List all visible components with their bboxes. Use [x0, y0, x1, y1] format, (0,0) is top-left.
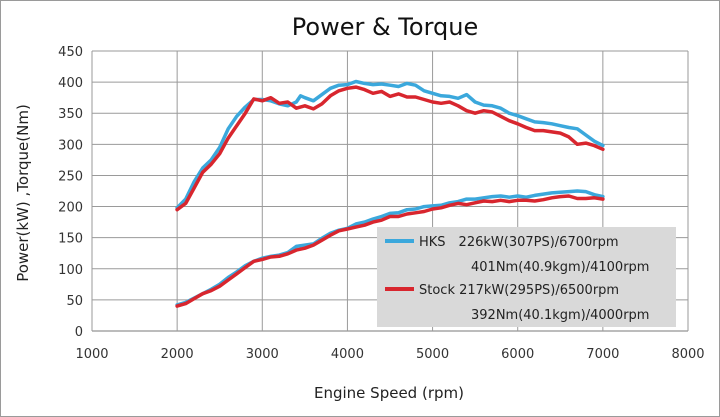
x-tick-label: 2000	[161, 347, 194, 362]
y-tick-labels: 0 50 100 150 200 250 300 350 400 450	[58, 45, 83, 340]
x-tick-label: 6000	[501, 347, 534, 362]
x-tick-label: 1000	[75, 347, 108, 362]
series-line-stock-power	[175, 194, 605, 308]
chart-title: Power & Torque	[292, 13, 478, 41]
series-line-stock-torque	[175, 85, 605, 212]
y-tick-label: 300	[58, 138, 83, 153]
y-axis-title: Power(kW) ,Torque(Nm)	[14, 104, 32, 282]
y-tick-label: 450	[58, 45, 83, 60]
series-lines	[175, 79, 605, 308]
y-tick-label: 200	[58, 201, 83, 216]
y-tick-label: 350	[58, 107, 83, 122]
x-tick-label: 7000	[586, 347, 619, 362]
x-tick-label: 5000	[416, 347, 449, 362]
legend: HKS 226kW(307PS)/6700rpm 401Nm(40.9kgm)/…	[377, 227, 676, 327]
legend-stock-torque: 392Nm(40.1kgm)/4000rpm	[471, 308, 649, 323]
x-tick-label: 8000	[671, 347, 704, 362]
y-tick-label: 150	[58, 232, 83, 247]
x-axis-title: Engine Speed (rpm)	[314, 384, 464, 402]
legend-box	[377, 227, 676, 327]
y-tick-label: 100	[58, 263, 83, 278]
legend-hks-power: HKS 226kW(307PS)/6700rpm	[419, 235, 619, 250]
legend-hks-torque: 401Nm(40.9kgm)/4100rpm	[471, 260, 649, 275]
x-tick-label: 4000	[331, 347, 364, 362]
y-tick-label: 250	[58, 169, 83, 184]
y-tick-label: 0	[75, 325, 83, 340]
x-tick-labels: 1000 2000 3000 4000 5000 6000 7000 8000	[75, 347, 704, 362]
y-tick-label: 400	[58, 76, 83, 91]
y-tick-label: 50	[66, 294, 83, 309]
x-tick-label: 3000	[246, 347, 279, 362]
legend-stock-power: Stock 217kW(295PS)/6500rpm	[419, 283, 619, 298]
